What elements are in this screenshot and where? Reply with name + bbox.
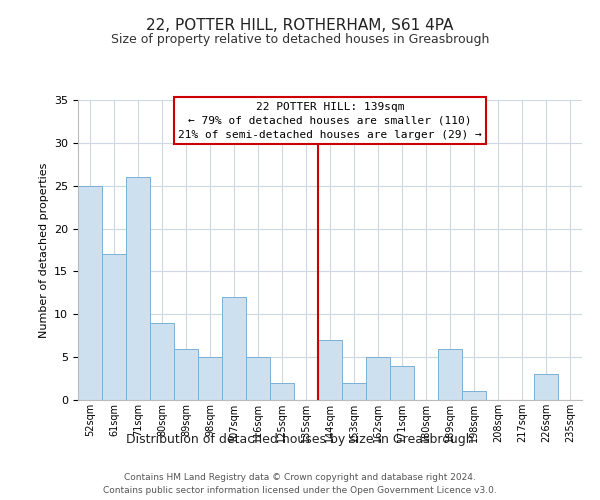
Bar [438,348,462,400]
Bar [270,383,294,400]
Bar [126,177,150,400]
Text: Distribution of detached houses by size in Greasbrough: Distribution of detached houses by size … [126,432,474,446]
Bar [174,348,198,400]
Bar [534,374,558,400]
Bar [78,186,102,400]
Text: Contains public sector information licensed under the Open Government Licence v3: Contains public sector information licen… [103,486,497,495]
Bar [222,297,246,400]
Bar [198,357,222,400]
Bar [462,392,486,400]
Bar [150,323,174,400]
Text: 22 POTTER HILL: 139sqm
← 79% of detached houses are smaller (110)
21% of semi-de: 22 POTTER HILL: 139sqm ← 79% of detached… [178,102,482,140]
Text: Size of property relative to detached houses in Greasbrough: Size of property relative to detached ho… [111,32,489,46]
Text: 22, POTTER HILL, ROTHERHAM, S61 4PA: 22, POTTER HILL, ROTHERHAM, S61 4PA [146,18,454,32]
Text: Contains HM Land Registry data © Crown copyright and database right 2024.: Contains HM Land Registry data © Crown c… [124,472,476,482]
Bar [390,366,414,400]
Y-axis label: Number of detached properties: Number of detached properties [38,162,49,338]
Bar [318,340,342,400]
Bar [366,357,390,400]
Bar [342,383,366,400]
Bar [246,357,270,400]
Bar [102,254,126,400]
